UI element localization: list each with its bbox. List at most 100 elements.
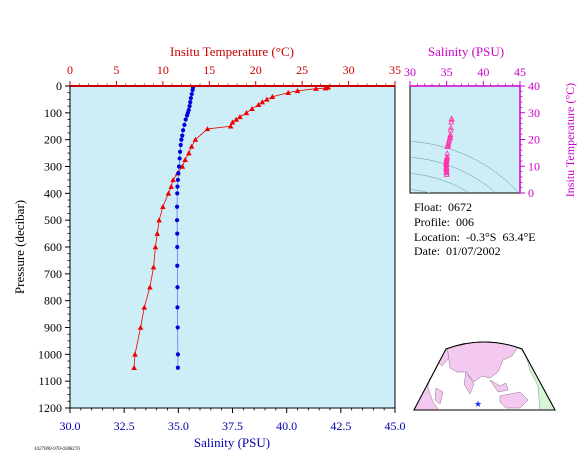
temperature-point <box>294 88 301 94</box>
ts-point <box>443 171 450 177</box>
salinity-point <box>175 263 180 268</box>
date-text: Date: 01/07/2002 <box>414 244 501 258</box>
float-location-marker: ★ <box>474 399 482 409</box>
top-tick-label: 15 <box>203 63 215 77</box>
temperature-point <box>186 150 192 156</box>
temperature-point <box>204 126 211 132</box>
salinity-point <box>190 87 195 93</box>
ts-right-axis-label: Insitu Temperature (°C) <box>563 83 577 197</box>
ts-right-tick-label: 40 <box>528 79 540 93</box>
salinity-point <box>180 133 185 138</box>
temperature-point <box>141 304 148 310</box>
temperature-point <box>170 177 176 183</box>
world-map-inset: ★ <box>413 341 556 411</box>
ts-top-tick-label: 40 <box>477 65 489 79</box>
temperature-point <box>227 123 234 129</box>
main-plot-axes: 0 5 10 15 20 25 30 35 30.0 32.5 35.0 37.5 40.0 42.5 45… <box>38 63 406 433</box>
temperature-point <box>150 264 157 270</box>
top-tick-label: 20 <box>250 63 262 77</box>
bottom-tick-label: 37.5 <box>222 419 243 433</box>
salinity-point <box>179 137 184 142</box>
ts-top-tick-label: 30 <box>404 65 416 79</box>
left-tick-label: 1100 <box>38 374 62 388</box>
top-tick-label: 30 <box>343 63 355 77</box>
salinity-point <box>174 218 180 223</box>
temperature-point <box>264 96 270 102</box>
temperature-point <box>165 190 172 196</box>
ts-right-tick-label: 0 <box>528 186 534 200</box>
salinity-point <box>177 156 182 161</box>
profile-number-text: Profile: 006 <box>414 215 474 229</box>
bottom-tick-label: 45.0 <box>385 419 406 433</box>
temperature-point <box>255 101 262 108</box>
salinity-point <box>175 184 180 189</box>
bottom-tick-label: 40.0 <box>276 419 297 433</box>
salinity-point <box>181 128 186 133</box>
ts-plot-area <box>409 85 521 194</box>
ts-point <box>447 124 454 130</box>
bottom-tick-label: 42.5 <box>330 419 351 433</box>
temperature-point <box>188 143 195 149</box>
bottom-tick-label: 32.5 <box>114 419 135 433</box>
temperature-point <box>313 85 319 91</box>
temperature-point <box>137 324 144 330</box>
salinity-point <box>175 177 180 183</box>
ts-top-tick-label: 35 <box>441 65 453 79</box>
land-australia <box>499 391 529 409</box>
top-tick-label: 5 <box>113 63 119 77</box>
salinity-point <box>188 100 193 105</box>
ts-plot-content <box>410 115 520 193</box>
ts-top-axis-label: Salinity (PSU) <box>428 44 504 59</box>
bottom-tick-label: 30.0 <box>60 419 81 433</box>
temperature-point <box>156 217 162 223</box>
salinity-point <box>175 365 180 370</box>
temperature-point <box>182 156 188 163</box>
salinity-point <box>175 285 180 290</box>
salinity-point <box>175 352 180 357</box>
main-plot-area <box>69 85 396 409</box>
salinity-point <box>184 113 190 118</box>
salinity-point <box>176 171 181 176</box>
left-tick-label: 700 <box>44 267 62 281</box>
temperature-point <box>179 163 186 169</box>
ts-point <box>443 168 450 174</box>
temperature-point <box>285 89 292 95</box>
ts-point <box>443 169 450 175</box>
land-madagascar <box>434 387 444 405</box>
salinity-point <box>175 325 180 330</box>
left-tick-label: 200 <box>44 133 62 147</box>
ts-right-tick-label: 10 <box>528 159 540 173</box>
salinity-point <box>183 117 188 122</box>
salinity-point <box>176 164 182 169</box>
temperature-point <box>249 106 255 112</box>
salinity-point <box>177 149 183 154</box>
left-tick-label: 500 <box>44 213 62 227</box>
left-tick-label: 1000 <box>38 347 62 361</box>
temperature-point <box>152 244 159 250</box>
ts-point <box>448 118 455 125</box>
ts-point <box>448 116 455 122</box>
top-axis-label: Insitu Temperature (°C) <box>170 44 294 59</box>
temperature-point <box>131 364 137 370</box>
salinity-point <box>187 104 192 109</box>
temperature-point <box>322 85 329 91</box>
temperature-point <box>147 284 153 290</box>
left-tick-label: 400 <box>44 186 62 200</box>
ts-top-tick-label: 45 <box>514 65 526 79</box>
location-text: Location: -0.3°S 63.4°E <box>414 230 536 244</box>
bottom-axis-label: Salinity (PSU) <box>194 435 270 450</box>
float-id-text: Float: 0672 <box>414 200 473 214</box>
land-indonesia <box>489 379 509 393</box>
salinity-point <box>178 142 183 148</box>
top-tick-label: 25 <box>296 63 308 77</box>
salinity-point <box>175 244 180 250</box>
temperature-point <box>132 351 138 357</box>
temperature-point <box>259 99 266 105</box>
temperature-point <box>168 183 175 189</box>
left-tick-label: 900 <box>44 321 62 335</box>
temperature-point <box>160 203 166 209</box>
id-stamp: 1027000-970-0388276 <box>34 447 80 452</box>
ts-point <box>444 143 451 149</box>
